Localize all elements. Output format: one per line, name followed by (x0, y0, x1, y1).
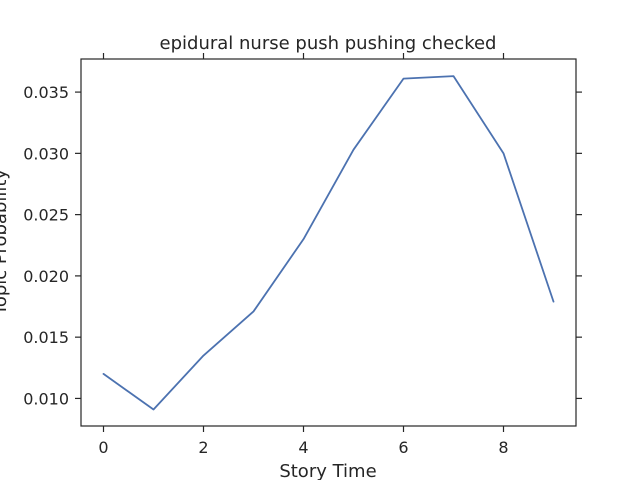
y-tick-label: 0.020 (23, 267, 69, 286)
y-tick-label: 0.025 (23, 206, 69, 225)
x-tick-label: 4 (298, 438, 308, 457)
x-tick-label: 2 (198, 438, 208, 457)
x-tick-label: 8 (498, 438, 508, 457)
x-axis-label: Story Time (279, 461, 376, 480)
y-tick-label: 0.015 (23, 328, 69, 347)
series-line (102, 75, 555, 411)
x-tick-label: 0 (98, 438, 108, 457)
x-tick-label: 6 (398, 438, 408, 457)
plot-frame (80, 58, 577, 427)
chart-title: epidural nurse push pushing checked (160, 33, 497, 54)
series-layer (102, 75, 555, 411)
axis-ticks: 0 2 4 6 8 0.010 0.015 0.020 0.025 0.030 0.035 (23, 53, 582, 457)
y-tick-label: 0.010 (23, 389, 69, 408)
y-axis-label: Topic Probability (0, 169, 11, 316)
y-tick-label: 0.035 (23, 83, 69, 102)
y-tick-label: 0.030 (23, 144, 69, 163)
